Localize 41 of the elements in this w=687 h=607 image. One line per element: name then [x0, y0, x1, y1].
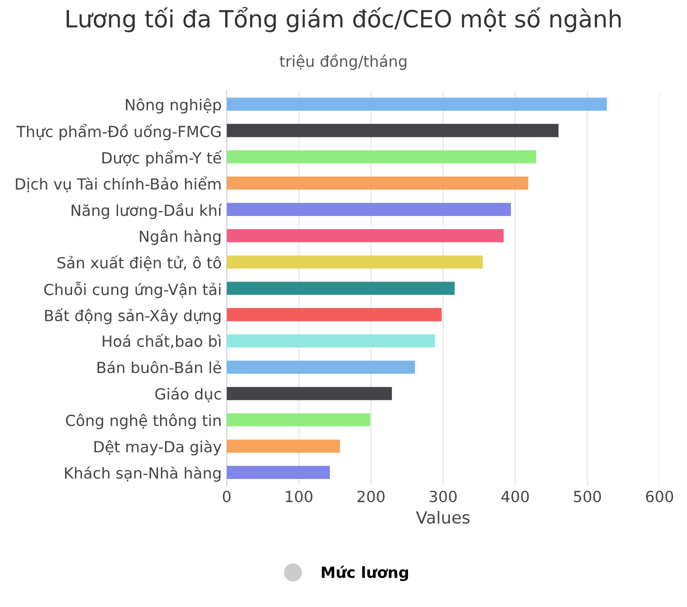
bar [226, 440, 340, 453]
x-axis-title: Values [416, 510, 470, 524]
y-tick-label: Khách sạn-Nhà hàng [65, 466, 220, 482]
bar [226, 334, 436, 348]
y-tick-label: Bất động sản-Xây dựng [45, 308, 220, 324]
y-tick-label: Chuỗi cung ứng-Vận tải [44, 282, 220, 298]
chart-title: Lương tối đa Tổng giám đốc/CEO một số ngành [66, 7, 621, 32]
bar [226, 98, 607, 111]
y-tick-label: Dệt may-Da giày [94, 440, 222, 456]
x-tick-label: 300 [430, 490, 457, 502]
bar [226, 202, 511, 216]
bar [226, 255, 483, 269]
x-tick-label: 100 [286, 490, 312, 502]
y-tick-label: Ngân hàng [140, 230, 220, 246]
bar [226, 150, 536, 164]
y-tick-label: Dịch vụ Tài chính-Bảo hiểm [16, 176, 221, 192]
x-tick-label: 600 [646, 490, 674, 502]
y-tick-label: Công nghệ thông tin [66, 414, 221, 430]
bar [226, 282, 455, 295]
bar [226, 124, 559, 138]
x-tick-label: 400 [501, 490, 529, 502]
y-tick-label: Nông nghiệp [126, 98, 222, 114]
y-tick-label: Dược phẩm-Y tế [102, 150, 222, 167]
y-tick-label: Hoá chất,bao bì [102, 334, 221, 349]
bar [226, 360, 415, 374]
y-tick-label: Bán buôn-Bán lẻ [98, 360, 222, 374]
y-tick-label: Sản xuất điện tử, ô tô [58, 255, 222, 272]
x-tick-label: 200 [358, 490, 385, 502]
bar [226, 176, 528, 190]
text: Mức lương [322, 566, 408, 582]
x-tick-label: 0 [222, 490, 231, 502]
y-tick-label: Năng lương-Dầu khí [72, 202, 222, 220]
bar [226, 308, 442, 322]
y-tick-label: Giáo dục [155, 387, 221, 402]
y-tick-label: Thực phẩm-Đồ uống-FMCG [16, 124, 221, 140]
bar [226, 229, 504, 242]
chart-subtitle: triệu đồng/tháng [280, 54, 406, 70]
bar [226, 466, 330, 480]
x-tick-label: 500 [574, 490, 601, 502]
bar [226, 386, 392, 400]
bar [226, 413, 370, 426]
